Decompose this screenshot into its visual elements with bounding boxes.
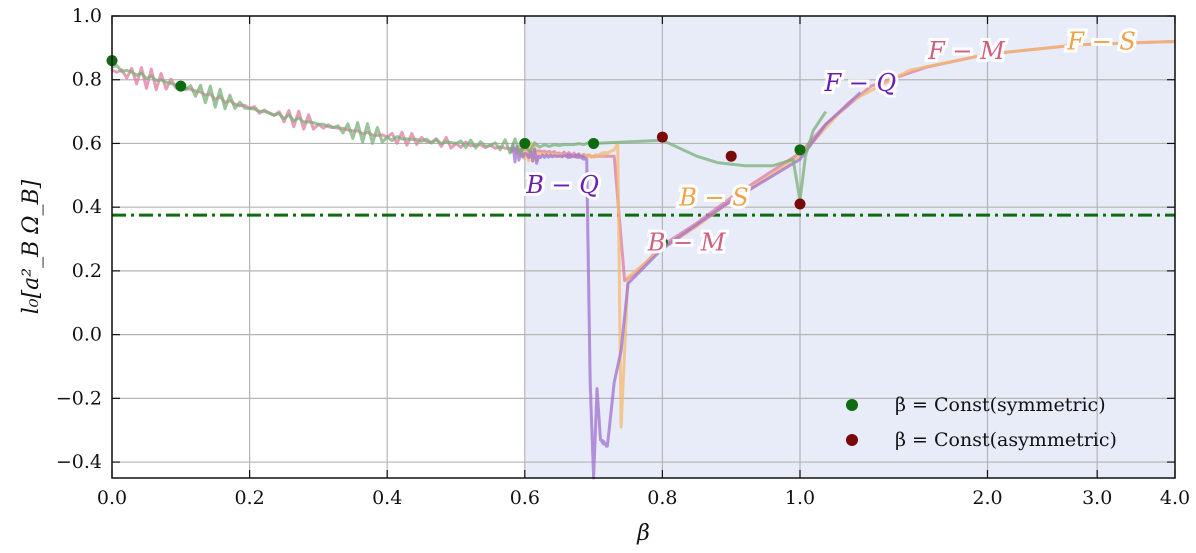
y-tick-label: 1.0 [72, 5, 102, 27]
y-tick-label: 0.8 [72, 69, 102, 91]
y-axis-label: l₀[a²_B Ω_B] [19, 179, 44, 314]
y-tick-label: 0.2 [72, 260, 102, 282]
legend-marker [846, 399, 858, 411]
curve-annotation: F − Q [824, 69, 897, 97]
x-tick-label: 0.6 [510, 487, 540, 509]
x-tick-label: 0.0 [97, 487, 127, 509]
y-tick-label: −0.4 [56, 451, 102, 473]
scatter-point [175, 80, 187, 92]
series-line [509, 91, 862, 480]
legend-marker [846, 434, 858, 446]
y-tick-label: 0.0 [72, 324, 102, 346]
tick-labels: 0.0 0.2 0.4 0.6 0.8 1.0 2.0 3.0 4.0 1.0 0.8 0.6 0.4 0… [56, 5, 1190, 509]
curve-annotation: F − M [927, 37, 1006, 65]
x-tick-label: 0.4 [372, 487, 402, 509]
scatter-point [794, 198, 806, 210]
y-tick-label: 0.6 [72, 132, 102, 154]
scatter-point [794, 144, 806, 156]
x-tick-label: 4.0 [1160, 487, 1190, 509]
scatter-point [656, 131, 668, 143]
scatter-point [656, 236, 668, 248]
x-tick-label: 2.0 [972, 487, 1002, 509]
curve-annotation: B − Q [525, 171, 599, 199]
y-tick-label: −0.2 [56, 387, 102, 409]
annotation-layer: B − Q B − S B − M F − Q F − M F − S [522, 25, 1139, 260]
curve-annotation: B − S [678, 184, 748, 212]
x-tick-label: 0.8 [647, 487, 677, 509]
series-line [111, 64, 828, 203]
curve-annotation: B − M [647, 228, 727, 256]
scatter-point [588, 137, 600, 149]
scatter-point [519, 137, 531, 149]
legend: β = Const(symmetric) β = Const(asymmetric… [846, 394, 1117, 451]
legend-label: β = Const(asymmetric) [895, 429, 1117, 451]
legend-label: β = Const(symmetric) [895, 394, 1106, 416]
series-layer [111, 40, 1176, 480]
scatter-point [725, 150, 737, 162]
plot-frame [111, 15, 1176, 479]
x-tick-label: 3.0 [1082, 487, 1112, 509]
x-tick-label: 0.2 [234, 487, 264, 509]
tick-marks [111, 15, 1176, 478]
x-axis-label: β [636, 521, 650, 546]
curve-annotation: F − S [1066, 28, 1135, 56]
y-tick-label: 0.4 [72, 196, 102, 218]
x-tick-label: 1.0 [785, 487, 815, 509]
